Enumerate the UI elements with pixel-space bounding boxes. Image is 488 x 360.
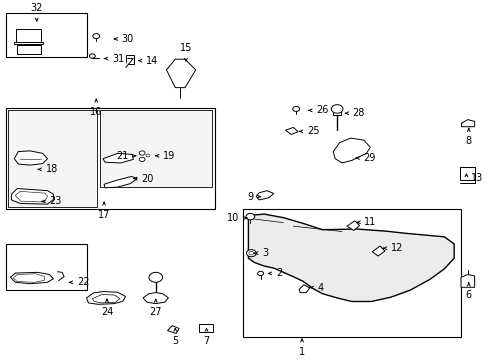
Text: 12: 12: [390, 243, 402, 253]
Circle shape: [93, 33, 100, 39]
Text: 3: 3: [262, 248, 267, 258]
Bar: [5, 13, 87, 58]
Text: 6: 6: [465, 290, 471, 300]
Polygon shape: [10, 273, 53, 284]
Polygon shape: [256, 191, 273, 200]
Circle shape: [292, 107, 299, 112]
Bar: [5, 244, 87, 290]
Polygon shape: [299, 285, 309, 293]
Circle shape: [139, 151, 145, 155]
Polygon shape: [166, 59, 195, 87]
Text: 24: 24: [101, 307, 113, 317]
Bar: [459, 167, 474, 180]
Text: 16: 16: [90, 107, 102, 117]
Circle shape: [248, 251, 253, 255]
Polygon shape: [461, 120, 474, 127]
Text: 10: 10: [227, 213, 239, 223]
Text: 14: 14: [146, 56, 158, 66]
Bar: [14, 42, 42, 44]
Text: 8: 8: [465, 136, 471, 145]
Bar: [243, 209, 461, 337]
Polygon shape: [15, 192, 47, 202]
Text: 7: 7: [203, 336, 209, 346]
Polygon shape: [11, 189, 53, 204]
Circle shape: [89, 54, 95, 58]
Circle shape: [246, 249, 256, 257]
Text: 30: 30: [122, 34, 134, 44]
Text: 18: 18: [45, 165, 58, 174]
Text: 22: 22: [77, 277, 89, 287]
Circle shape: [330, 105, 342, 113]
Bar: [198, 324, 213, 332]
Polygon shape: [460, 274, 474, 287]
Polygon shape: [14, 151, 47, 165]
Text: 28: 28: [352, 108, 365, 118]
Bar: [16, 30, 41, 43]
Text: 13: 13: [470, 173, 482, 183]
Text: 11: 11: [364, 217, 376, 227]
Text: 17: 17: [98, 210, 110, 220]
Polygon shape: [346, 221, 359, 230]
Polygon shape: [86, 292, 125, 304]
Bar: [5, 108, 215, 209]
Text: 20: 20: [141, 174, 153, 184]
Text: 27: 27: [149, 307, 162, 317]
Text: 1: 1: [298, 347, 305, 357]
Circle shape: [245, 213, 254, 220]
Polygon shape: [167, 326, 179, 333]
Circle shape: [149, 273, 162, 282]
Text: 29: 29: [363, 153, 375, 163]
Text: 21: 21: [116, 151, 128, 161]
Polygon shape: [125, 59, 133, 68]
Circle shape: [139, 157, 145, 162]
Text: 2: 2: [276, 269, 282, 278]
Polygon shape: [371, 246, 384, 256]
Bar: [126, 55, 134, 64]
Bar: [8, 110, 97, 207]
Bar: [17, 45, 41, 54]
Text: 9: 9: [246, 192, 253, 202]
Polygon shape: [103, 153, 133, 163]
Polygon shape: [13, 274, 44, 282]
Text: 15: 15: [180, 43, 192, 53]
Bar: [100, 110, 212, 187]
Text: 19: 19: [163, 151, 175, 161]
Text: 25: 25: [306, 126, 319, 136]
Polygon shape: [332, 138, 369, 163]
Text: 32: 32: [31, 3, 43, 13]
Text: 23: 23: [49, 196, 61, 206]
Polygon shape: [285, 127, 298, 135]
Bar: [332, 109, 340, 115]
Polygon shape: [92, 294, 120, 303]
Text: 5: 5: [172, 336, 178, 346]
Polygon shape: [143, 293, 168, 303]
Text: 31: 31: [112, 54, 124, 63]
Circle shape: [257, 271, 263, 275]
Circle shape: [146, 154, 150, 157]
Text: 4: 4: [317, 283, 323, 293]
Polygon shape: [248, 214, 453, 301]
Polygon shape: [104, 176, 137, 188]
Text: 26: 26: [316, 105, 328, 115]
